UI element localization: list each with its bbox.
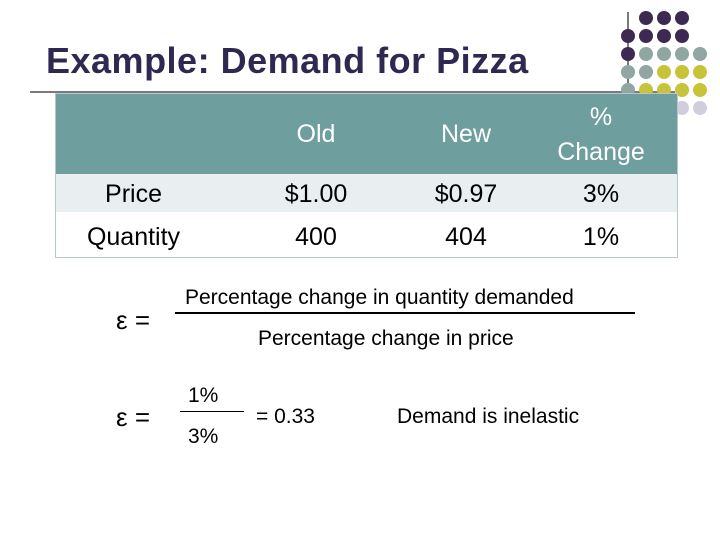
decor-dot [657, 65, 671, 79]
price-old: $1.00 [284, 180, 348, 208]
decor-dot [657, 11, 671, 25]
decor-dot [639, 47, 653, 61]
decor-dot [657, 47, 671, 61]
row-label-price: Price [105, 180, 162, 208]
header-change-symbol: % [589, 103, 613, 131]
decor-dot [693, 65, 707, 79]
decor-dot [621, 47, 635, 61]
decor-dot [639, 29, 653, 43]
header-new: New [440, 120, 491, 148]
decor-dot [675, 101, 689, 115]
decor-dot [675, 65, 689, 79]
quantity-new: 404 [445, 223, 487, 251]
elasticity-symbol-2: ε = [116, 402, 150, 432]
decor-dot [693, 47, 707, 61]
header-change-word: Change [557, 138, 645, 166]
decor-dot [675, 47, 689, 61]
pizza-demand-table: Old New % Change Price $1.00 $0.97 3% Qu… [55, 93, 678, 258]
decor-dot [657, 29, 671, 43]
elasticity-symbol-1: ε = [116, 305, 150, 335]
fraction-bar-1 [175, 312, 635, 314]
decor-dot [675, 29, 689, 43]
formula1-denominator: Percentage change in price [258, 327, 514, 350]
header-old: Old [296, 120, 336, 148]
decor-dot [639, 11, 653, 25]
decor-dot [675, 11, 689, 25]
decor-horizontal-line [30, 91, 675, 93]
price-change: 3% [582, 180, 620, 208]
decor-dot [621, 65, 635, 79]
formula2-denominator: 3% [188, 425, 219, 448]
decor-vertical-line [627, 12, 629, 110]
price-new: $0.97 [434, 180, 498, 208]
quantity-old: 400 [295, 223, 337, 251]
formula1-numerator: Percentage change in quantity demanded [185, 286, 574, 309]
decor-dot [621, 29, 635, 43]
decor-dot [693, 101, 707, 115]
row-label-quantity: Quantity [86, 223, 181, 251]
slide-title: Example: Demand for Pizza [46, 40, 529, 81]
inelastic-conclusion: Demand is inelastic [397, 405, 580, 428]
decor-dot [693, 83, 707, 97]
table-header-row [56, 94, 677, 174]
decor-dot [639, 65, 653, 79]
table-row-band [56, 174, 677, 212]
formula2-numerator: 1% [188, 384, 219, 407]
decor-dot [675, 83, 689, 97]
quantity-change: 1% [582, 223, 620, 251]
fraction-bar-2 [180, 411, 244, 412]
formula2-result: = 0.33 [256, 405, 315, 428]
